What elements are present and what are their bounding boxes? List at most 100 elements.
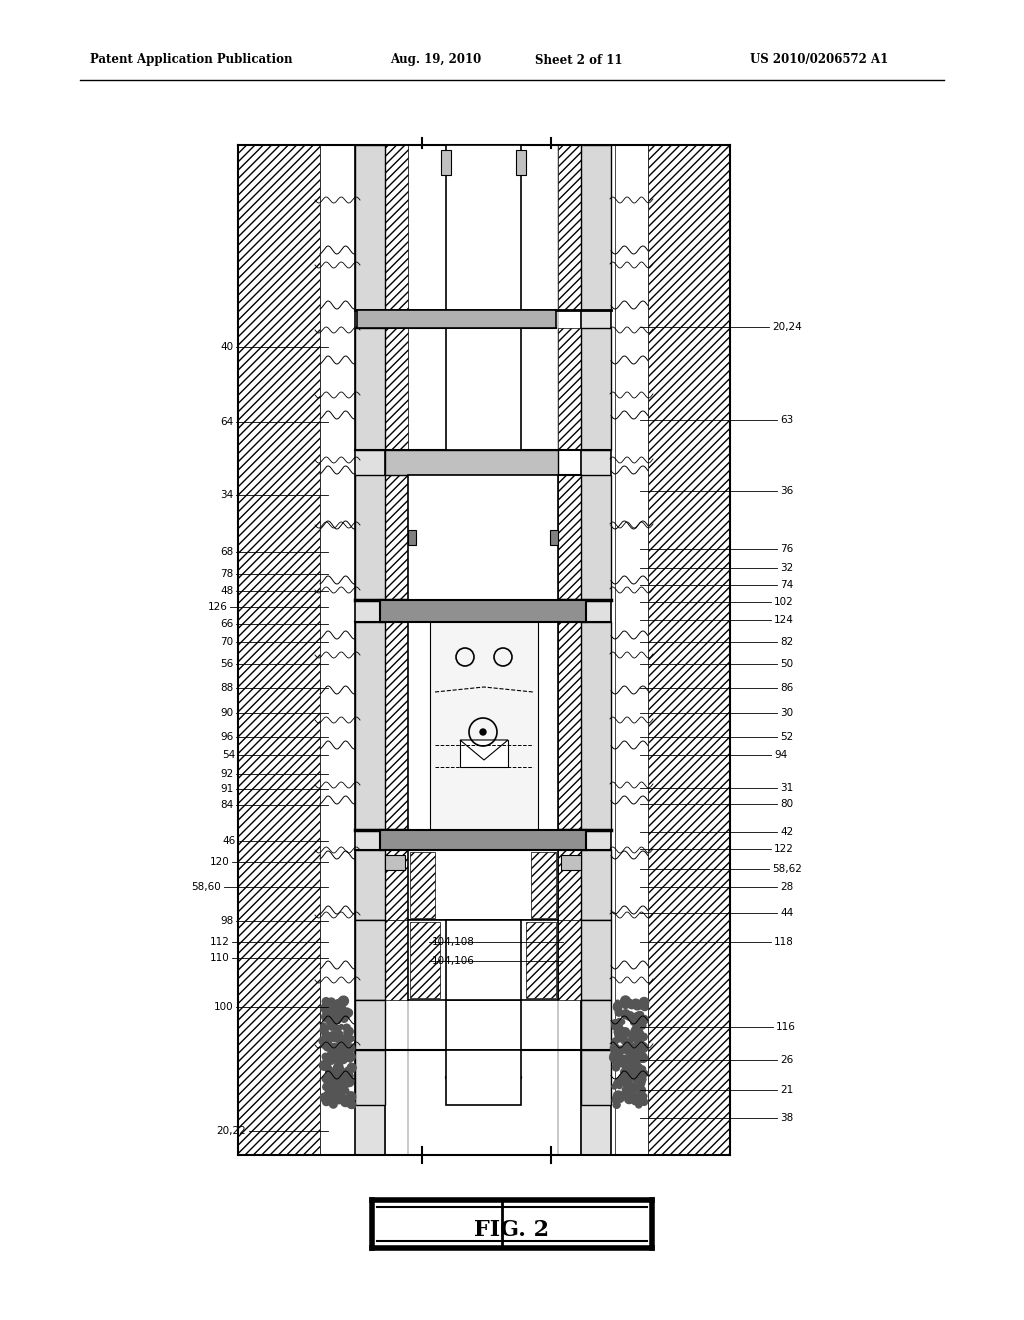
Circle shape (344, 1027, 353, 1036)
Circle shape (635, 1024, 641, 1031)
Circle shape (618, 1055, 624, 1059)
Circle shape (614, 1093, 625, 1102)
Circle shape (338, 1005, 346, 1012)
Circle shape (329, 1088, 335, 1094)
Text: 100: 100 (214, 1002, 233, 1012)
Circle shape (329, 1071, 336, 1077)
Circle shape (631, 1030, 635, 1034)
Circle shape (641, 1098, 647, 1105)
Circle shape (335, 1031, 343, 1039)
Bar (408, 622, 558, 830)
Circle shape (340, 1035, 345, 1040)
Bar (355, 850, 385, 920)
Circle shape (339, 1076, 345, 1082)
Circle shape (334, 1063, 343, 1072)
Circle shape (344, 1053, 351, 1060)
Circle shape (613, 1022, 623, 1031)
Circle shape (639, 1002, 645, 1007)
Circle shape (347, 1064, 356, 1072)
Text: 38: 38 (780, 1113, 794, 1123)
Circle shape (328, 1022, 333, 1028)
Text: 90: 90 (220, 708, 233, 718)
Circle shape (641, 1003, 648, 1011)
Circle shape (626, 1011, 635, 1020)
Text: US 2010/0206572 A1: US 2010/0206572 A1 (750, 54, 888, 66)
Circle shape (628, 1048, 633, 1052)
Circle shape (325, 1080, 331, 1086)
Circle shape (633, 1073, 641, 1081)
Circle shape (635, 1069, 641, 1076)
Circle shape (339, 1012, 346, 1019)
Circle shape (332, 1011, 339, 1019)
Text: 112: 112 (210, 937, 229, 948)
Circle shape (326, 1059, 330, 1063)
Circle shape (615, 1008, 623, 1016)
Bar (357, 310, 556, 327)
Text: 76: 76 (780, 544, 794, 554)
Text: 31: 31 (780, 783, 794, 793)
Circle shape (640, 1044, 647, 1051)
Circle shape (325, 1038, 330, 1043)
Circle shape (332, 1003, 339, 1010)
Circle shape (642, 1018, 648, 1024)
Circle shape (637, 1078, 645, 1086)
Circle shape (327, 1032, 332, 1039)
Bar (558, 622, 581, 830)
Circle shape (636, 1048, 643, 1056)
Circle shape (637, 1097, 645, 1105)
Circle shape (634, 1002, 638, 1006)
Bar (355, 475, 385, 601)
Circle shape (340, 1085, 348, 1093)
Circle shape (633, 1077, 638, 1082)
Text: 20,24: 20,24 (772, 322, 802, 333)
Text: Patent Application Publication: Patent Application Publication (90, 54, 293, 66)
Circle shape (322, 1012, 332, 1022)
Circle shape (636, 1102, 642, 1107)
Circle shape (621, 1010, 630, 1019)
Text: 48: 48 (220, 586, 233, 597)
Circle shape (620, 1074, 625, 1080)
Text: 52: 52 (780, 731, 794, 742)
Text: 74: 74 (780, 579, 794, 590)
Circle shape (326, 999, 332, 1006)
Circle shape (616, 1048, 624, 1056)
Circle shape (636, 1085, 642, 1092)
Text: 46: 46 (222, 836, 236, 846)
Circle shape (334, 1036, 339, 1041)
Bar (319, 145, 355, 1155)
Text: 54: 54 (222, 750, 236, 760)
Circle shape (632, 1064, 640, 1073)
Circle shape (321, 1040, 329, 1047)
Circle shape (336, 1068, 345, 1078)
Circle shape (628, 1068, 637, 1078)
Text: Aug. 19, 2010: Aug. 19, 2010 (390, 54, 481, 66)
Text: 40: 40 (220, 342, 233, 352)
Circle shape (638, 1043, 648, 1052)
Bar (581, 145, 611, 310)
Circle shape (335, 1076, 344, 1085)
Circle shape (634, 1069, 641, 1076)
Text: 70: 70 (220, 636, 233, 647)
Circle shape (624, 1081, 634, 1092)
Bar (408, 531, 416, 545)
Circle shape (323, 1084, 330, 1090)
Circle shape (346, 1077, 353, 1084)
Text: 42: 42 (780, 826, 794, 837)
Circle shape (330, 1043, 338, 1052)
Circle shape (345, 1008, 349, 1014)
Circle shape (623, 1059, 632, 1068)
Circle shape (632, 1024, 642, 1034)
Circle shape (631, 1061, 640, 1071)
Bar (581, 327, 611, 450)
Circle shape (339, 1057, 345, 1063)
Circle shape (330, 1101, 337, 1107)
Bar (445, 327, 520, 450)
Circle shape (338, 1041, 345, 1048)
Circle shape (341, 1043, 350, 1052)
Circle shape (630, 1084, 639, 1093)
Bar (460, 741, 508, 767)
Circle shape (335, 1018, 340, 1023)
Circle shape (325, 1092, 330, 1097)
Bar (581, 1049, 611, 1105)
Text: 102: 102 (774, 597, 794, 607)
